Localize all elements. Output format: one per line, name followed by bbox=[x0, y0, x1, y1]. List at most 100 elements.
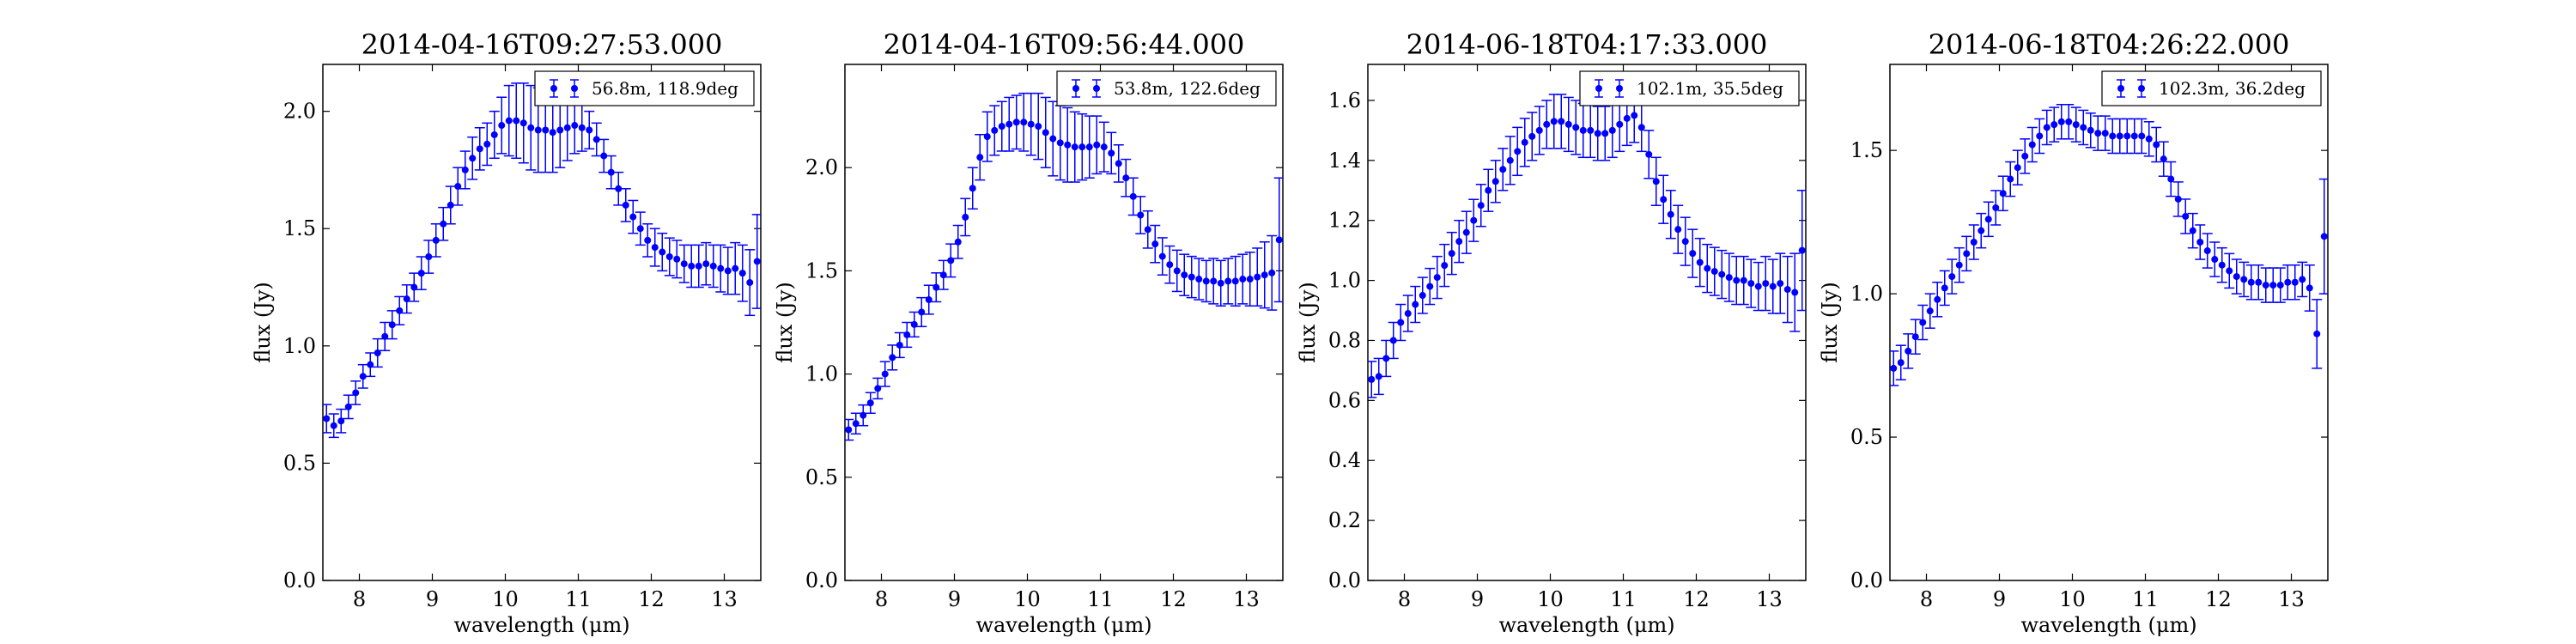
data-point bbox=[1485, 186, 1492, 194]
data-point bbox=[410, 283, 418, 291]
legend-marker bbox=[2138, 85, 2145, 92]
data-point bbox=[1261, 271, 1268, 279]
data-point bbox=[2189, 227, 2196, 234]
x-tick-label: 9 bbox=[426, 587, 439, 611]
data-point bbox=[1587, 126, 1595, 134]
x-tick-label: 9 bbox=[948, 587, 961, 611]
x-tick-label: 8 bbox=[1920, 587, 1933, 611]
data-point bbox=[1652, 178, 1660, 185]
data-point bbox=[615, 185, 623, 192]
data-point bbox=[1100, 143, 1108, 151]
x-tick-label: 12 bbox=[638, 587, 665, 611]
legend-label: 102.1m, 35.5deg bbox=[1637, 78, 1783, 99]
data-point bbox=[1718, 270, 1726, 278]
data-point bbox=[1754, 283, 1762, 290]
data-point bbox=[2218, 261, 2226, 269]
data-point bbox=[954, 238, 962, 246]
data-point bbox=[1579, 126, 1587, 134]
data-point bbox=[1042, 129, 1049, 137]
data-point bbox=[1477, 202, 1485, 210]
data-point bbox=[1426, 283, 1434, 290]
data-point bbox=[1905, 347, 1912, 355]
y-axis-label: flux (Jy) bbox=[1296, 282, 1320, 363]
data-point bbox=[2255, 278, 2263, 286]
series-1 bbox=[323, 82, 761, 439]
x-tick-label: 10 bbox=[2059, 587, 2086, 611]
legend-label: 102.3m, 36.2deg bbox=[2159, 78, 2306, 99]
data-point bbox=[1049, 135, 1057, 143]
x-axis-label: wavelength (μm) bbox=[453, 613, 629, 637]
series-4 bbox=[1890, 103, 2328, 386]
data-point bbox=[1224, 277, 1232, 285]
x-tick-label: 9 bbox=[1471, 587, 1484, 611]
data-point bbox=[910, 320, 918, 328]
data-point bbox=[1955, 261, 1963, 269]
x-tick-label: 13 bbox=[1233, 587, 1260, 611]
data-point bbox=[1631, 112, 1638, 119]
x-tick-label: 11 bbox=[2132, 587, 2159, 611]
data-point bbox=[852, 420, 860, 428]
data-point bbox=[2291, 278, 2299, 286]
y-tick-label: 0.8 bbox=[1328, 328, 1361, 352]
data-point bbox=[1791, 289, 1799, 296]
data-point bbox=[1115, 160, 1122, 167]
y-tick-label: 1.5 bbox=[805, 258, 838, 283]
data-point bbox=[1941, 284, 1948, 292]
y-tick-label: 0.5 bbox=[283, 451, 316, 475]
data-point bbox=[860, 411, 867, 419]
y-tick-label: 1.6 bbox=[1328, 88, 1361, 112]
chart-panel-2: 2014-04-16T09:56:44.000 8 9 10 11 12 13 0.0 0.5 1… bbox=[773, 28, 1284, 637]
y-tick-label: 1.5 bbox=[1850, 138, 1883, 162]
data-point bbox=[592, 136, 600, 143]
x-tick-label: 12 bbox=[1160, 587, 1187, 611]
data-point bbox=[2226, 267, 2233, 275]
data-point bbox=[337, 417, 345, 425]
data-point bbox=[665, 253, 673, 261]
data-point bbox=[874, 385, 882, 392]
data-point bbox=[1397, 319, 1405, 326]
data-point bbox=[1637, 124, 1645, 131]
data-point bbox=[1108, 149, 1115, 157]
legend-marker bbox=[1072, 85, 1079, 92]
data-point bbox=[1027, 120, 1035, 128]
data-point bbox=[991, 126, 999, 134]
data-point bbox=[738, 270, 746, 277]
data-point bbox=[983, 133, 991, 141]
chart-title: 2014-04-16T09:27:53.000 bbox=[361, 28, 723, 61]
data-point bbox=[2138, 132, 2146, 140]
data-point bbox=[1733, 276, 1741, 284]
data-point bbox=[976, 154, 984, 161]
y-axis-label: flux (Jy) bbox=[773, 282, 797, 363]
data-point bbox=[2094, 130, 2102, 137]
chart-title: 2014-04-16T09:56:44.000 bbox=[884, 28, 1245, 61]
data-point bbox=[359, 373, 367, 380]
data-point bbox=[578, 124, 586, 131]
data-point bbox=[1572, 124, 1580, 131]
data-point bbox=[866, 399, 874, 407]
y-tick-label: 0.0 bbox=[1328, 568, 1361, 592]
x-tick-label: 11 bbox=[1610, 587, 1637, 611]
data-point bbox=[490, 131, 498, 138]
y-axis-label: flux (Jy) bbox=[251, 282, 275, 363]
data-point bbox=[2050, 121, 2058, 129]
plot-frame bbox=[844, 64, 1284, 581]
data-point bbox=[1710, 268, 1718, 276]
data-point bbox=[622, 201, 629, 209]
data-point bbox=[1035, 123, 1042, 131]
legend-marker bbox=[2117, 85, 2124, 92]
data-point bbox=[1254, 273, 1261, 281]
data-point bbox=[2036, 132, 2044, 140]
data-point bbox=[1696, 258, 1704, 266]
data-point bbox=[753, 258, 761, 265]
y-tick-label: 1.0 bbox=[1850, 282, 1883, 306]
y-axis-label: flux (Jy) bbox=[1818, 282, 1842, 363]
data-point bbox=[1762, 280, 1770, 288]
data-point bbox=[1535, 126, 1543, 134]
data-point bbox=[1492, 178, 1499, 185]
data-point bbox=[717, 264, 725, 272]
data-point bbox=[1594, 130, 1601, 137]
data-point bbox=[447, 201, 454, 209]
data-point bbox=[2313, 330, 2321, 337]
chart-title: 2014-06-18T04:17:33.000 bbox=[1406, 28, 1768, 61]
